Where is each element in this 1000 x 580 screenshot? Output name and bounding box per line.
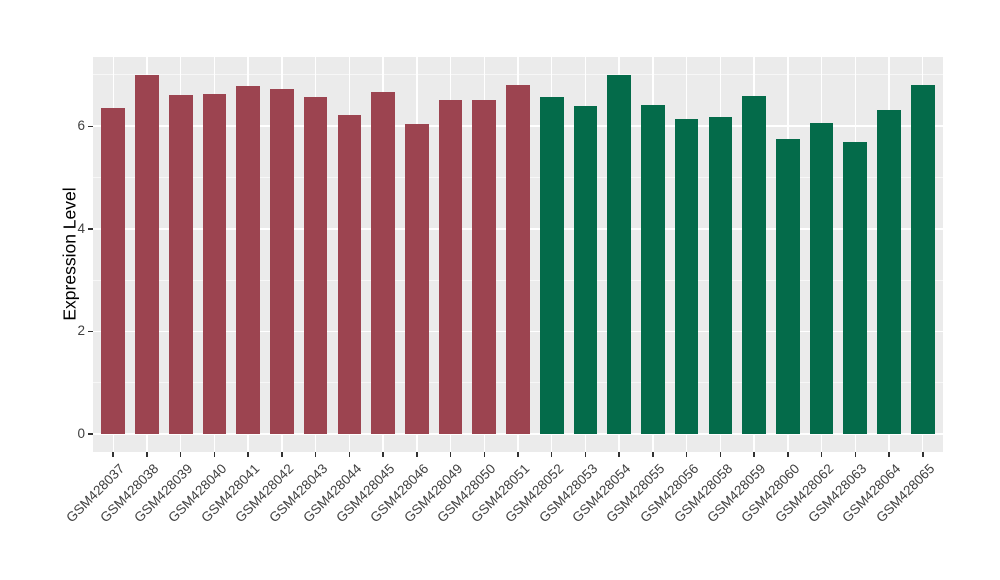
bar bbox=[472, 99, 497, 435]
bar bbox=[607, 74, 631, 435]
x-tick-mark bbox=[787, 452, 789, 458]
bar bbox=[506, 85, 530, 435]
bar bbox=[573, 106, 598, 435]
x-tick-mark bbox=[584, 452, 587, 458]
y-tick-label: 0 bbox=[77, 426, 85, 442]
bar bbox=[539, 97, 564, 435]
y-tick-mark bbox=[88, 330, 93, 333]
x-tick-mark bbox=[348, 452, 351, 458]
x-tick-mark bbox=[247, 452, 249, 458]
x-tick-mark bbox=[483, 452, 486, 458]
x-tick-mark bbox=[517, 452, 519, 458]
x-tick-mark bbox=[820, 452, 823, 458]
bar bbox=[168, 95, 193, 435]
x-tick-mark bbox=[550, 452, 553, 458]
x-tick-mark bbox=[753, 452, 755, 458]
bar bbox=[809, 123, 834, 435]
y-tick-mark bbox=[88, 433, 93, 435]
x-tick-mark bbox=[281, 452, 283, 458]
plot-panel bbox=[93, 57, 943, 452]
x-tick-mark bbox=[888, 452, 890, 458]
x-tick-mark bbox=[449, 452, 452, 458]
bar bbox=[371, 91, 395, 435]
bar bbox=[742, 95, 766, 435]
bar bbox=[438, 99, 463, 435]
x-tick-mark bbox=[382, 452, 384, 458]
bar bbox=[708, 116, 733, 435]
x-tick-mark bbox=[618, 452, 620, 458]
bar bbox=[843, 142, 868, 435]
y-tick-label: 4 bbox=[77, 220, 85, 236]
y-tick-label: 2 bbox=[77, 323, 85, 339]
bar bbox=[202, 93, 227, 435]
y-tick-label: 6 bbox=[77, 118, 85, 134]
y-tick-mark bbox=[88, 125, 93, 127]
x-tick-mark bbox=[922, 452, 924, 458]
bar bbox=[910, 85, 935, 435]
gridline-major bbox=[93, 433, 943, 435]
bar bbox=[337, 115, 362, 435]
bar bbox=[236, 86, 260, 435]
bar bbox=[270, 89, 294, 435]
x-tick-mark bbox=[213, 452, 216, 458]
x-tick-mark bbox=[719, 452, 722, 458]
bar bbox=[135, 74, 159, 435]
x-tick-mark bbox=[146, 452, 148, 458]
x-tick-mark bbox=[854, 452, 857, 458]
x-tick-mark bbox=[685, 452, 688, 458]
y-tick-mark bbox=[88, 228, 93, 230]
bar bbox=[776, 138, 800, 435]
y-axis-title: Expression Level bbox=[59, 187, 80, 321]
bar bbox=[303, 97, 328, 435]
bar bbox=[877, 109, 901, 435]
bar bbox=[101, 107, 126, 435]
gridline-minor bbox=[93, 74, 943, 76]
bar bbox=[405, 124, 429, 435]
x-tick-mark bbox=[652, 452, 654, 458]
bar bbox=[674, 118, 699, 435]
x-tick-mark bbox=[416, 452, 418, 458]
x-tick-mark bbox=[112, 452, 114, 458]
x-tick-mark bbox=[179, 452, 182, 458]
x-tick-mark bbox=[314, 452, 317, 458]
bar bbox=[641, 105, 665, 435]
